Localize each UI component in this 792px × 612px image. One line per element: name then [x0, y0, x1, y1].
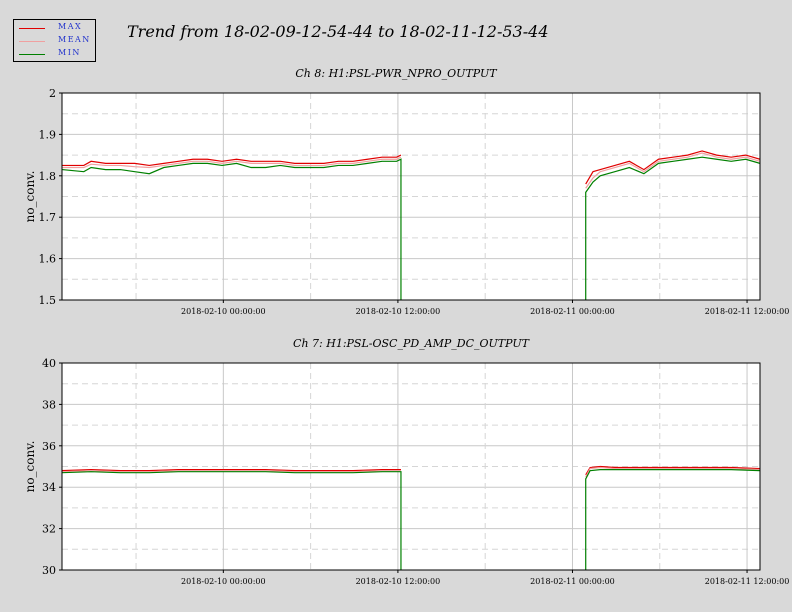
chart-2-series-max-segment-1 [61, 469, 401, 472]
chart-2-ytick-label: 38 [42, 398, 56, 411]
chart-1-ytick-label: 1.5 [39, 294, 57, 307]
chart-2-xtick-label: 2018-02-11 12:00:00 [705, 577, 790, 586]
chart-2-ytick-label: 36 [42, 440, 56, 453]
chart-2-xtick-label: 2018-02-10 00:00:00 [181, 577, 266, 586]
legend: MAX MEAN MIN [13, 19, 96, 62]
chart-1-series-min-segment-2 [585, 156, 761, 300]
chart-1-frame [61, 92, 761, 301]
chart-2-series-mean-segment-1 [61, 470, 401, 473]
chart-1-xtick-label: 2018-02-10 12:00:00 [356, 307, 441, 316]
chart-2-ytick-label: 34 [42, 481, 56, 494]
legend-label-max: MAX [58, 22, 83, 31]
chart-1-series-max-segment-1 [62, 154, 402, 167]
chart-1-xtick-label: 2018-02-10 00:00:00 [181, 307, 266, 316]
chart-1-xtick-label: 2018-02-11 00:00:00 [530, 307, 615, 316]
chart-1-series-mean-segment-1 [62, 156, 402, 169]
chart-1-series-min-segment-1 [61, 158, 402, 300]
chart-2-ytick-label: 32 [42, 523, 56, 536]
chart-2-series-min-segment-1 [61, 471, 402, 570]
chart-1-series-max-segment-2 [585, 150, 761, 185]
legend-swatch-mean [19, 41, 45, 42]
chart-2-series-min-segment-2 [585, 469, 761, 570]
chart-1-title: Ch 8: H1:PSL-PWR_NPRO_OUTPUT [295, 67, 497, 80]
legend-item-mean: MEAN [14, 35, 95, 47]
chart-2-xtick-label: 2018-02-10 12:00:00 [356, 577, 441, 586]
legend-item-max: MAX [14, 22, 95, 34]
chart-2-ytick-label: 40 [42, 357, 56, 370]
chart-2-series-max-segment-2 [585, 465, 761, 476]
chart-2-title: Ch 7: H1:PSL-OSC_PD_AMP_DC_OUTPUT [293, 337, 529, 350]
legend-swatch-min [19, 54, 45, 55]
chart-2-ytick-label: 30 [42, 564, 56, 577]
chart-1-ytick-label: 2 [49, 87, 56, 100]
chart-2-xtick-label: 2018-02-11 00:00:00 [530, 577, 615, 586]
chart-1-xtick-label: 2018-02-11 12:00:00 [705, 307, 790, 316]
chart-1-ylabel: no_conv. [23, 171, 37, 223]
chart-2-ylabel: no_conv. [23, 441, 37, 493]
chart-1-ytick-label: 1.6 [39, 253, 57, 266]
legend-swatch-max [19, 28, 45, 29]
chart-1-series-mean-segment-2 [585, 152, 761, 189]
legend-label-mean: MEAN [58, 35, 91, 44]
chart-1-ytick-label: 1.8 [39, 170, 57, 183]
chart-1-ytick-label: 1.9 [39, 128, 57, 141]
legend-label-min: MIN [58, 48, 81, 57]
page-title: Trend from 18-02-09-12-54-44 to 18-02-11… [127, 22, 549, 41]
chart-2-series-mean-segment-2 [585, 466, 761, 478]
chart-2-frame [61, 362, 761, 571]
chart-1-ytick-label: 1.7 [39, 211, 57, 224]
legend-item-min: MIN [14, 48, 95, 60]
